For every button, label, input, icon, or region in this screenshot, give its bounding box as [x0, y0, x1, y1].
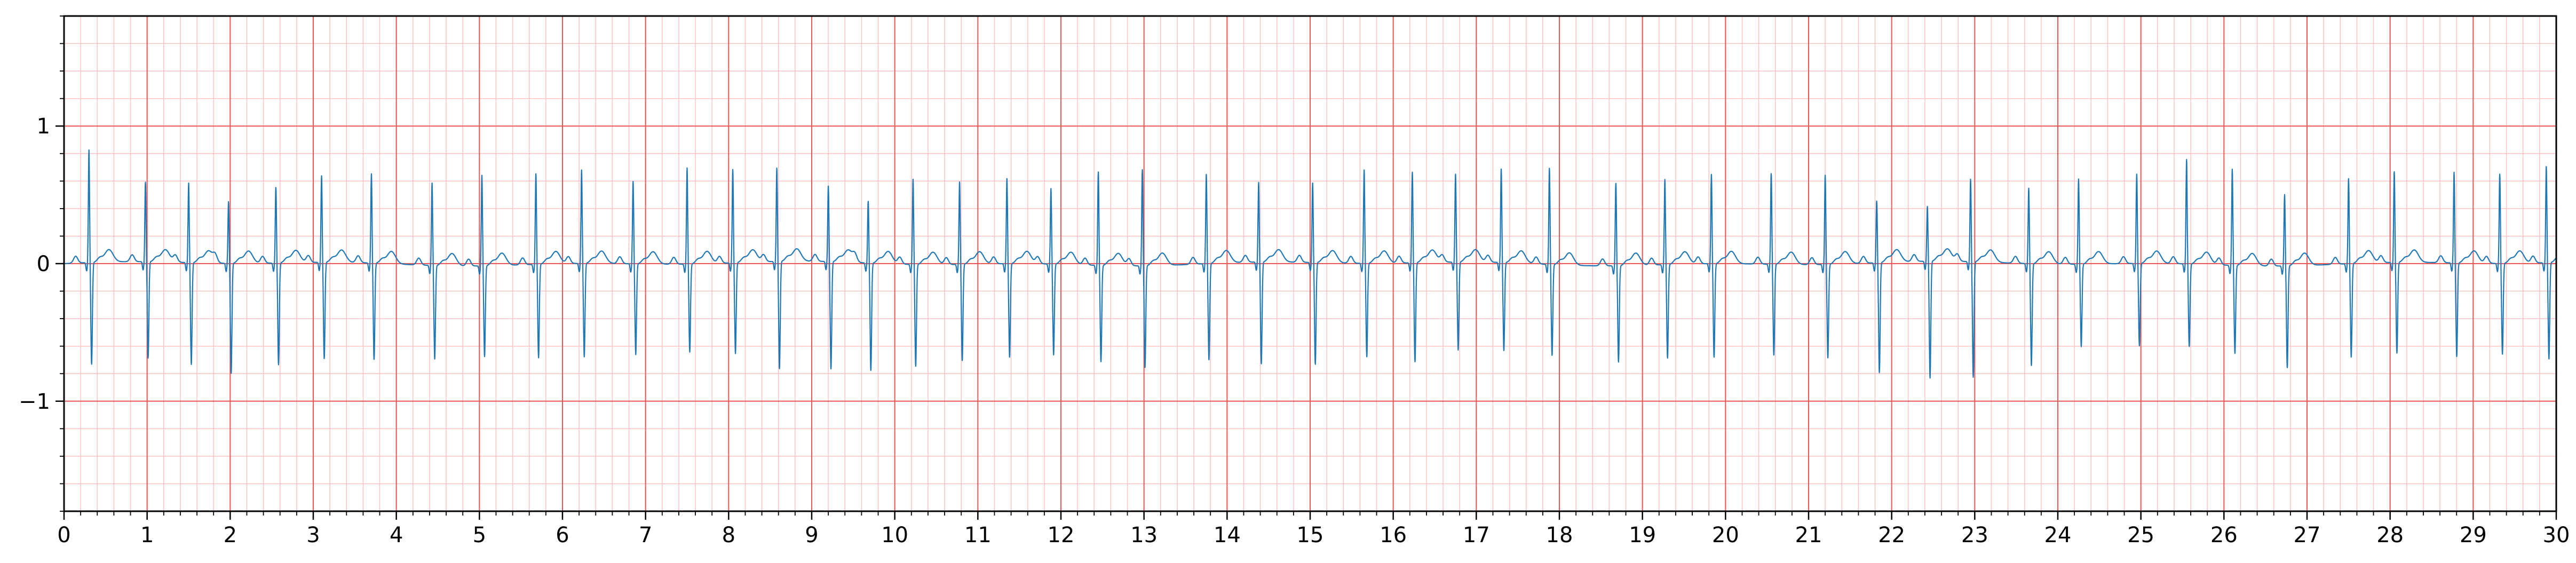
x-tick-label: 28	[2376, 523, 2404, 548]
x-tick-label: 9	[805, 523, 818, 548]
x-tick-label: 14	[1214, 523, 1241, 548]
x-tick-label: 30	[2543, 523, 2570, 548]
y-tick-label: 1	[37, 114, 50, 139]
x-tick-label: 7	[639, 523, 652, 548]
x-axis-ticks: 0 1 2 3 4 5 6 7 8 9 10 11 12 13 14 15 16 17 18 19 20 21 22 23 24…	[57, 511, 2570, 548]
y-tick-label: −1	[19, 390, 50, 414]
x-tick-label: 0	[57, 523, 70, 548]
x-tick-label: 20	[1712, 523, 1739, 548]
x-tick-label: 2	[224, 523, 237, 548]
x-tick-label: 26	[2210, 523, 2238, 548]
x-tick-label: 13	[1130, 523, 1158, 548]
x-tick-label: 12	[1048, 523, 1075, 548]
x-tick-label: 16	[1380, 523, 1407, 548]
x-tick-label: 22	[1878, 523, 1905, 548]
x-tick-label: 10	[881, 523, 908, 548]
x-tick-label: 5	[473, 523, 486, 548]
x-tick-label: 1	[140, 523, 154, 548]
y-tick-label: 0	[37, 252, 50, 276]
x-tick-label: 3	[306, 523, 320, 548]
x-tick-label: 11	[964, 523, 992, 548]
x-tick-label: 25	[2127, 523, 2154, 548]
x-tick-label: 8	[722, 523, 735, 548]
x-tick-label: 27	[2294, 523, 2321, 548]
x-tick-label: 4	[390, 523, 403, 548]
x-tick-label: 18	[1546, 523, 1573, 548]
x-tick-label: 19	[1629, 523, 1656, 548]
x-tick-label: 17	[1463, 523, 1490, 548]
y-axis-ticks: 1 0 −1	[19, 15, 64, 512]
x-tick-label: 15	[1297, 523, 1324, 548]
x-tick-label: 23	[1961, 523, 1988, 548]
x-tick-label: 24	[2044, 523, 2072, 548]
x-tick-label: 29	[2460, 523, 2487, 548]
x-tick-label: 6	[556, 523, 569, 548]
x-tick-label: 21	[1795, 523, 1822, 548]
ecg-trace	[64, 149, 2557, 379]
